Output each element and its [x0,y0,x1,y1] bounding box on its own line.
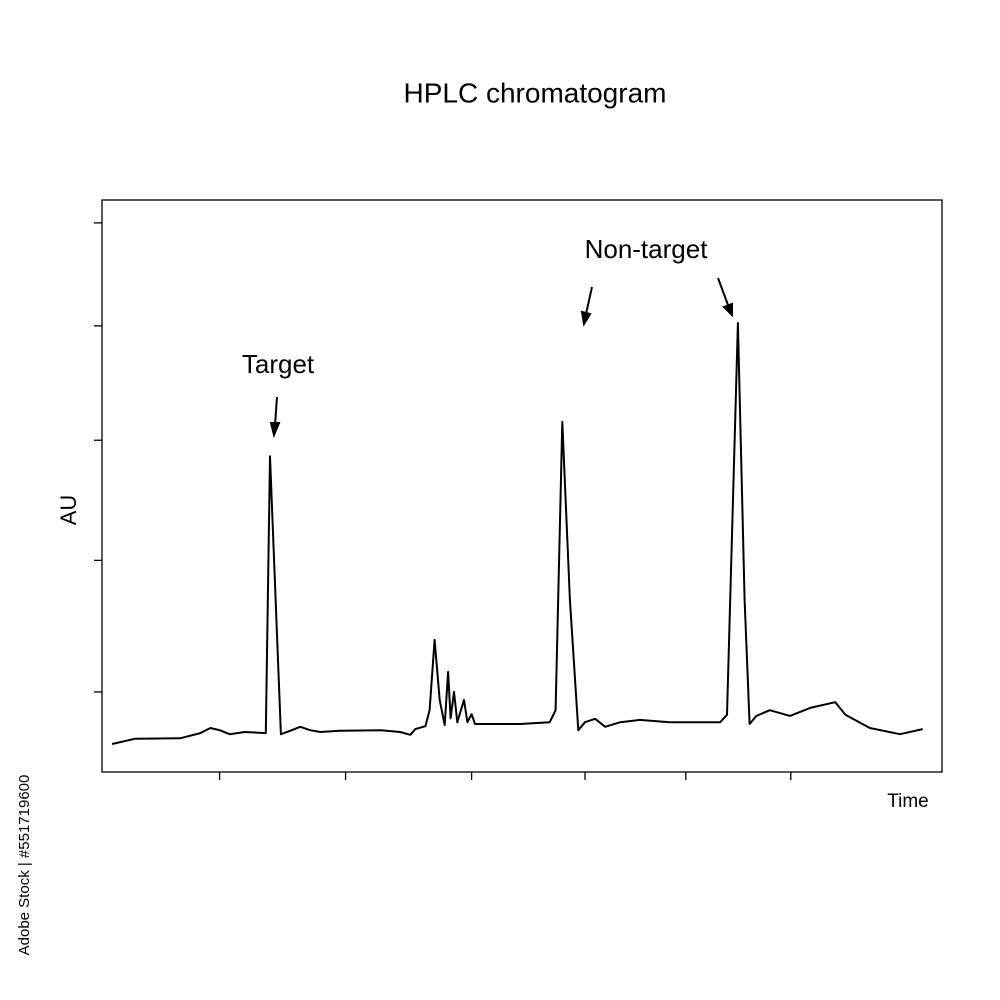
chart-title: HPLC chromatogram [404,77,667,108]
arrow-head [580,310,592,327]
plot-frame [101,199,943,773]
x-axis-label: Time [887,791,929,812]
annotation: Target [242,349,315,379]
arrow [274,396,278,426]
y-axis-label: AU [56,495,81,526]
arrows [269,277,733,439]
annotation: Non-target [585,234,709,264]
trace [111,322,923,745]
arrow-head [269,422,281,439]
arrow [717,277,729,306]
arrow-head [722,302,733,318]
arrow [585,286,593,315]
watermark: Adobe Stock | #551719600 [16,775,33,956]
